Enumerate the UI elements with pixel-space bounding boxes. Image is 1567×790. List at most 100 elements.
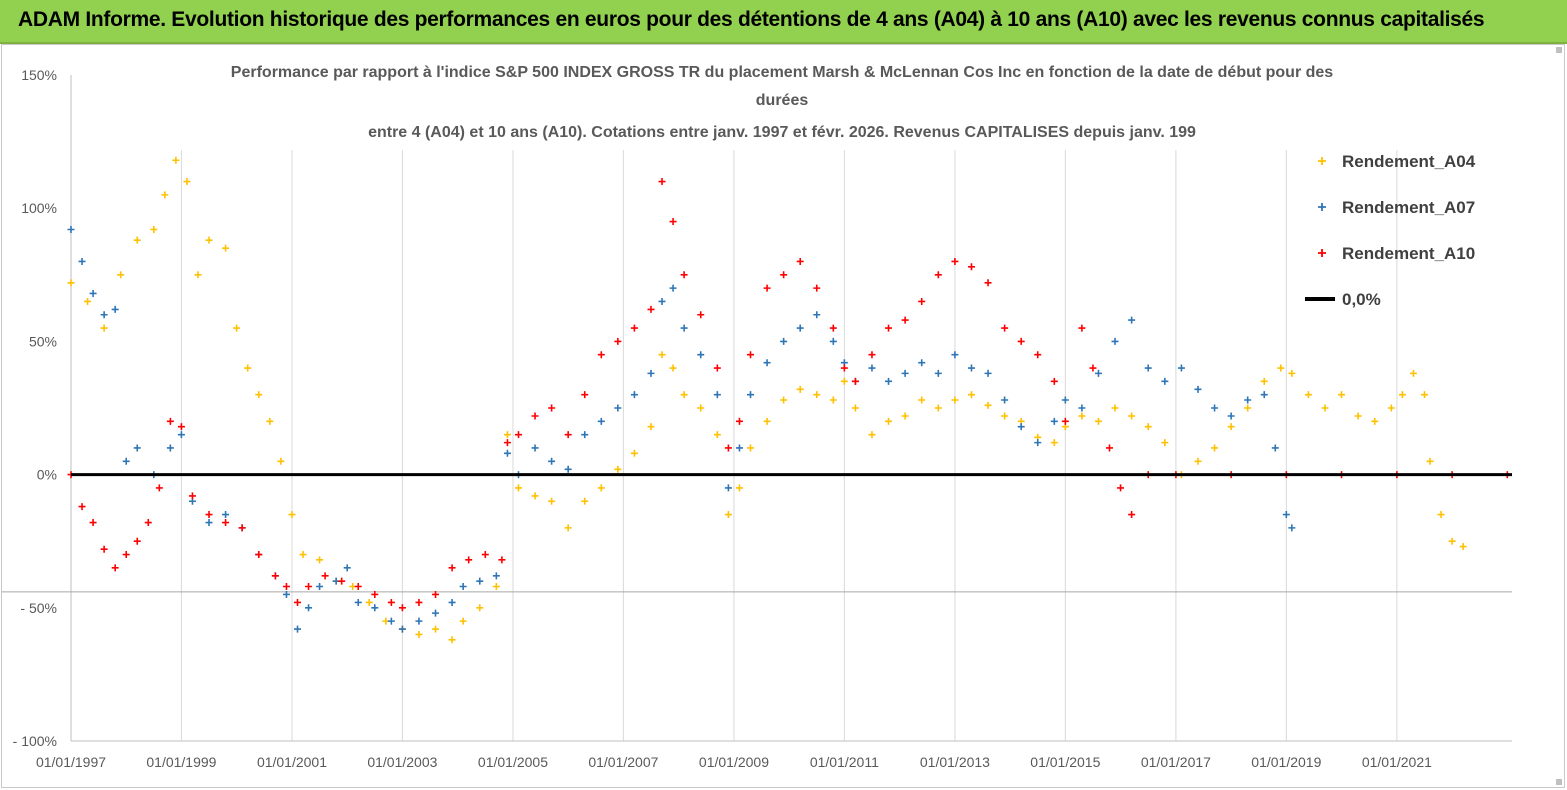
data-point-A07 <box>984 369 992 377</box>
data-point-A04 <box>658 351 666 359</box>
data-point-A07 <box>796 324 804 332</box>
data-point-A04 <box>697 404 705 412</box>
data-point-A07 <box>1194 385 1202 393</box>
data-point-A04 <box>133 236 141 244</box>
chart-frame[interactable]: 01/01/1997 01/01/1999 01/01/2001 01/01/2003… <box>1 44 1565 788</box>
data-point-A07 <box>89 289 97 297</box>
data-point-A07 <box>735 444 743 452</box>
data-point-A07 <box>398 625 406 633</box>
data-point-A04 <box>1421 391 1428 399</box>
data-point-A04 <box>1244 404 1252 412</box>
data-point-A10 <box>1089 364 1097 372</box>
data-point-A10 <box>122 551 130 559</box>
data-point-A07 <box>564 465 572 473</box>
data-point-A07 <box>476 577 484 585</box>
data-point-A04 <box>161 191 169 199</box>
data-point-A07 <box>967 364 975 372</box>
data-point-A04 <box>299 551 307 559</box>
data-point-A04 <box>901 412 909 420</box>
data-point-A07 <box>1211 404 1219 412</box>
data-point-A07 <box>1061 396 1069 404</box>
data-point-A10 <box>205 511 213 519</box>
data-point-A10 <box>918 297 926 305</box>
series-A07 <box>67 226 1296 633</box>
data-point-A04 <box>918 396 926 404</box>
x-tick-label: 01/01/2009 <box>699 754 769 770</box>
resize-handle-bottom-right[interactable] <box>1556 779 1562 785</box>
data-point-A04 <box>1448 537 1456 545</box>
y-tick-label: - 50% <box>20 600 57 616</box>
data-point-A10 <box>1001 324 1009 332</box>
resize-handle-top-right[interactable] <box>1556 47 1562 53</box>
data-point-A10 <box>548 404 556 412</box>
data-point-A10 <box>415 598 423 606</box>
data-point-A10 <box>564 431 572 439</box>
data-point-A04 <box>150 226 158 234</box>
data-point-A04 <box>1387 404 1395 412</box>
data-point-A04 <box>1111 404 1119 412</box>
data-point-A10 <box>747 351 755 359</box>
data-point-A07 <box>1177 364 1185 372</box>
data-point-A07 <box>951 351 959 359</box>
data-point-A10 <box>713 364 721 372</box>
data-point-A07 <box>294 625 302 633</box>
data-point-A04 <box>934 404 942 412</box>
data-point-A04 <box>1211 444 1219 452</box>
data-point-A04 <box>1371 417 1379 425</box>
x-tick-label: 01/01/1999 <box>146 754 216 770</box>
data-point-A10 <box>735 417 743 425</box>
data-point-A04 <box>796 385 804 393</box>
data-point-A04 <box>459 617 467 625</box>
data-point-A07 <box>1282 511 1290 519</box>
data-point-A07 <box>669 284 677 292</box>
data-point-A04 <box>581 497 589 505</box>
data-point-A07 <box>78 257 86 265</box>
data-point-A04 <box>233 324 241 332</box>
data-point-A04 <box>1050 439 1058 447</box>
data-point-A07 <box>647 369 655 377</box>
data-point-A07 <box>205 519 213 527</box>
data-point-A10 <box>255 551 263 559</box>
data-point-A07 <box>614 404 622 412</box>
x-tick-label: 01/01/2007 <box>588 754 658 770</box>
x-tick-label: 01/01/2003 <box>367 754 437 770</box>
data-point-A07 <box>133 444 141 452</box>
data-point-A04 <box>67 279 75 287</box>
data-point-A07 <box>111 305 119 313</box>
data-point-A10 <box>371 590 379 598</box>
data-point-A07 <box>415 617 423 625</box>
data-point-A07 <box>868 364 876 372</box>
data-point-A04 <box>415 630 423 638</box>
data-point-A04 <box>1354 412 1362 420</box>
data-point-A10 <box>514 431 522 439</box>
data-point-A04 <box>277 457 285 465</box>
data-point-A04 <box>222 244 230 252</box>
data-point-A10 <box>111 564 119 572</box>
data-point-A10 <box>763 284 771 292</box>
data-point-A04 <box>548 497 556 505</box>
data-point-A07 <box>343 564 351 572</box>
data-point-A07 <box>813 311 821 319</box>
data-point-A04 <box>1426 457 1434 465</box>
data-point-A04 <box>1338 391 1346 399</box>
data-point-A07 <box>829 337 837 345</box>
banner-title: ADAM Informe. Evolution historique des p… <box>18 8 1485 31</box>
series-A04 <box>67 156 1467 644</box>
data-point-A07 <box>747 391 755 399</box>
chart-canvas: 01/01/1997 01/01/1999 01/01/2001 01/01/2003… <box>2 64 1512 770</box>
data-point-A10 <box>432 590 440 598</box>
data-point-A07 <box>1078 404 1086 412</box>
x-tick-label: 01/01/2013 <box>920 754 990 770</box>
data-point-A10 <box>398 604 406 612</box>
data-point-A04 <box>255 391 263 399</box>
data-point-A10 <box>271 572 279 580</box>
legend-label: Rendement_A07 <box>1342 198 1475 217</box>
data-point-A07 <box>1034 439 1042 447</box>
data-point-A04 <box>531 492 539 500</box>
data-point-A10 <box>238 524 246 532</box>
data-point-A04 <box>868 431 876 439</box>
chart-title-line: entre 4 (A04) et 10 ans (A10). Cotations… <box>368 124 1196 141</box>
data-point-A04 <box>1277 364 1285 372</box>
data-point-A10 <box>222 519 230 527</box>
y-tick-label: 0% <box>37 467 57 483</box>
